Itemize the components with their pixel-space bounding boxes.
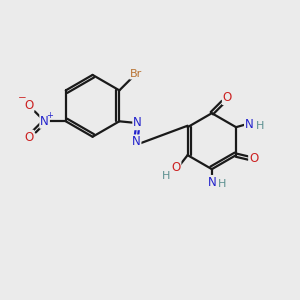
Text: O: O [171,161,181,174]
Text: O: O [24,99,33,112]
Text: N: N [208,176,216,189]
Text: N: N [133,116,142,129]
Text: O: O [249,152,258,165]
Text: O: O [223,91,232,104]
Text: N: N [40,115,49,128]
Text: N: N [132,135,140,148]
Text: H: H [256,121,265,131]
Text: −: − [18,93,26,103]
Text: O: O [24,131,33,144]
Text: N: N [245,118,254,131]
Text: H: H [218,179,226,189]
Text: Br: Br [130,69,142,79]
Text: H: H [162,171,170,181]
Text: +: + [46,111,53,120]
